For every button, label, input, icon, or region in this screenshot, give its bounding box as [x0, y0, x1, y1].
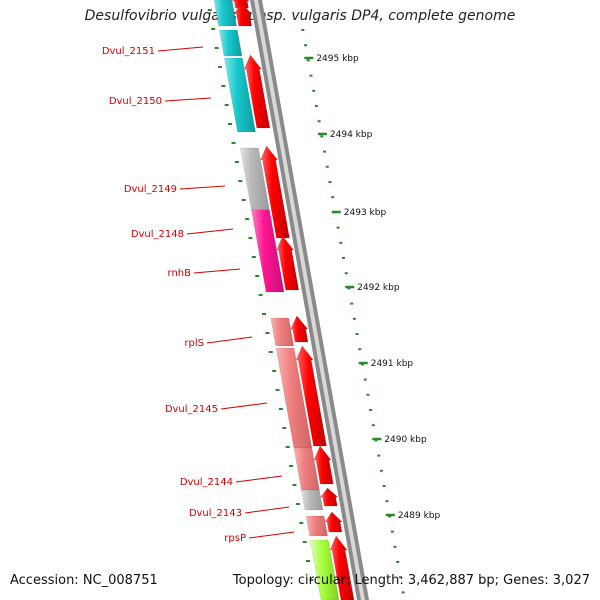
cds-arrow-2[interactable]: [234, 1, 253, 27]
gene-label[interactable]: rnhB: [168, 268, 192, 279]
gene-label[interactable]: rplS: [184, 338, 204, 349]
accession-text: Accession: NC_008751: [10, 573, 158, 588]
feature-track: [213, 0, 355, 600]
cds-arrow-9[interactable]: [320, 487, 339, 507]
genome-stats-text: Topology: circular; Length: 3,462,887 bp…: [232, 573, 590, 588]
cog-block-rpsp[interactable]: [310, 539, 340, 600]
gene-label[interactable]: Dvul_2148: [131, 229, 184, 240]
cds-arrow-11[interactable]: [329, 535, 355, 600]
gene-label[interactable]: Dvul_2143: [189, 508, 242, 519]
label-leader-line: [248, 531, 295, 539]
ruler: 2495 kbp 2494 kbp 2493 kbp 2492 kbp 2491 kbp…: [207, 9, 441, 594]
label-leader-line: [179, 185, 226, 190]
ruler-label: 2491 kbp: [371, 359, 414, 369]
label-leader-line: [244, 506, 290, 514]
map-title: Desulfovibrio vulgaris subsp. vulgaris D…: [84, 8, 516, 24]
gene-label[interactable]: Dvul_2149: [124, 184, 177, 195]
gene-label[interactable]: Dvul_2144: [180, 477, 233, 488]
label-leader-line: [157, 46, 204, 52]
ruler-label: 2490 kbp: [384, 435, 427, 445]
cog-block-dvul-2144[interactable]: [301, 489, 324, 511]
ruler-label: 2495 kbp: [316, 54, 359, 64]
label-leader-line: [186, 228, 234, 235]
cds-arrow-5[interactable]: [276, 235, 300, 291]
ruler-label: 2492 kbp: [357, 283, 400, 293]
ruler-label: 2489 kbp: [398, 511, 441, 521]
ruler-label: 2493 kbp: [344, 208, 387, 218]
label-leader-line: [220, 402, 268, 410]
cog-block-dvul-2143[interactable]: [305, 515, 328, 537]
label-leader-line: [235, 475, 283, 483]
cog-block-dvul-2151b[interactable]: [219, 29, 243, 57]
label-leader-line: [206, 336, 253, 344]
cds-arrow-3[interactable]: [243, 54, 271, 129]
cds-arrow-10[interactable]: [324, 511, 343, 533]
cog-block-rnhb[interactable]: [270, 317, 295, 347]
backbone: [250, 0, 369, 600]
cds-arrow-6[interactable]: [290, 315, 309, 343]
cds-arrow-8[interactable]: [313, 445, 334, 485]
cog-block-dvul-2148[interactable]: [251, 209, 285, 293]
gene-label[interactable]: Dvul_2151: [102, 46, 155, 57]
cog-block-dvul-2151[interactable]: [213, 0, 237, 27]
gene-label[interactable]: Dvul_2145: [165, 404, 218, 415]
label-leader-line: [164, 97, 212, 102]
cog-block-dvul-2145[interactable]: [293, 447, 320, 491]
label-leader-line: [193, 268, 241, 274]
gene-label[interactable]: Dvul_2150: [109, 96, 162, 107]
gene-labels: Dvul_2151 Dvul_2150 Dvul_2149 Dvul_2148 rnhB…: [102, 46, 295, 544]
gene-label[interactable]: rpsP: [224, 533, 246, 544]
ruler-label: 2494 kbp: [330, 130, 373, 140]
cog-block-dvul-2150[interactable]: [224, 57, 256, 133]
